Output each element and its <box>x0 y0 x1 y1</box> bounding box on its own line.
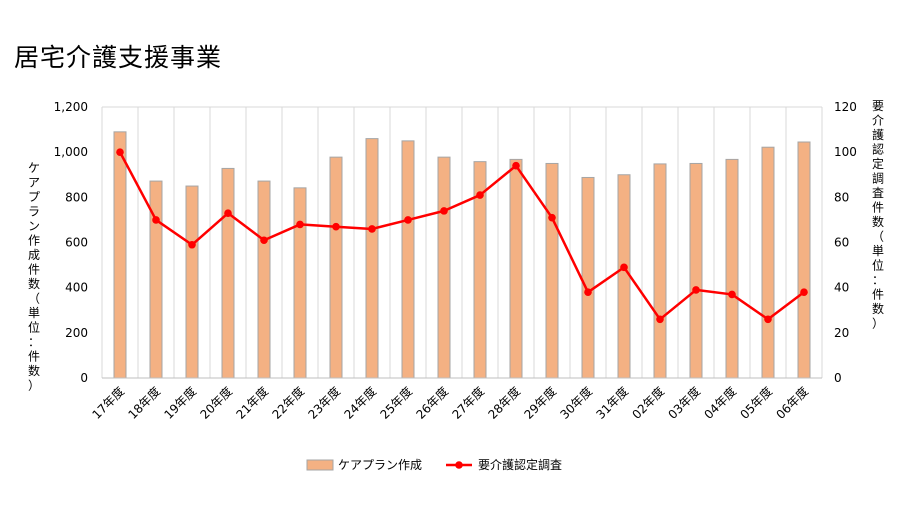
bar <box>797 141 811 379</box>
bar <box>293 187 307 379</box>
legend-bar-swatch <box>306 459 334 471</box>
right-axis-title-text: 要介護認定調査件数（単位：件数） <box>872 99 884 331</box>
legend: ケアプラン作成 要介護認定調査 <box>306 457 562 472</box>
survey-line <box>118 151 805 321</box>
survey-point <box>692 286 700 294</box>
survey-point <box>476 191 484 199</box>
bar <box>509 158 523 379</box>
survey-point <box>224 209 232 217</box>
category-label: 02年度 <box>629 384 667 422</box>
category-label: 28年度 <box>485 384 523 422</box>
right-tick-label: 120 <box>834 100 857 114</box>
bar <box>113 131 127 379</box>
survey-point <box>368 225 376 233</box>
bar <box>257 180 271 379</box>
survey-point <box>152 216 160 224</box>
right-tick-label: 0 <box>834 371 842 385</box>
survey-point <box>728 290 736 299</box>
survey-point <box>332 222 340 231</box>
left-axis-ticks: 0 200 400 600 800 1,000 1,200 <box>54 100 88 385</box>
survey-point <box>620 263 628 272</box>
legend-line-label: 要介護認定調査 <box>478 457 562 472</box>
category-label: 05年度 <box>737 384 775 422</box>
category-label: 25年度 <box>377 384 415 422</box>
bar-series-careplan <box>113 131 811 379</box>
bar <box>437 156 451 379</box>
category-label: 19年度 <box>161 384 199 422</box>
survey-point <box>440 207 448 215</box>
bar <box>401 140 415 379</box>
right-axis-ticks: 0 20 40 60 80 100 120 <box>834 100 857 385</box>
left-tick-label: 600 <box>65 236 88 250</box>
bar <box>689 162 703 379</box>
category-label: 21年度 <box>233 384 271 422</box>
line-series-survey <box>116 148 808 324</box>
category-labels: 17年度18年度19年度20年度21年度22年度23年度24年度25年度26年度… <box>89 384 811 422</box>
bar <box>617 174 631 379</box>
bar <box>761 146 775 379</box>
category-label: 23年度 <box>305 384 343 422</box>
category-label: 24年度 <box>341 384 379 422</box>
bar <box>581 176 595 379</box>
right-tick-label: 60 <box>834 236 849 250</box>
category-label: 18年度 <box>125 384 163 422</box>
category-label: 22年度 <box>269 384 307 422</box>
survey-point <box>188 240 196 249</box>
left-tick-label: 1,200 <box>54 100 88 114</box>
legend-bar-label: ケアプラン作成 <box>338 458 422 472</box>
left-tick-label: 800 <box>65 190 88 204</box>
right-axis-title: 要介護認定調査件数（単位：件数） <box>872 99 884 331</box>
right-tick-label: 40 <box>834 281 849 295</box>
category-label: 20年度 <box>197 384 235 422</box>
survey-point <box>512 161 520 170</box>
survey-point <box>404 216 412 224</box>
bar <box>329 156 343 379</box>
survey-point <box>584 288 592 296</box>
category-label: 17年度 <box>89 384 127 422</box>
survey-point <box>548 213 556 222</box>
bar <box>653 163 667 379</box>
category-label: 06年度 <box>773 384 811 422</box>
category-label: 31年度 <box>593 384 631 422</box>
category-label: 26年度 <box>413 384 451 422</box>
category-label: 29年度 <box>521 384 559 422</box>
left-axis-title-text: ケアプラン作成件数（単位：件数） <box>28 161 40 393</box>
survey-point <box>296 220 304 229</box>
left-tick-label: 1,000 <box>54 145 88 159</box>
survey-point <box>116 148 124 156</box>
bar <box>365 138 379 379</box>
bar <box>221 167 235 379</box>
bar <box>185 185 199 379</box>
category-label: 30年度 <box>557 384 595 422</box>
left-tick-label: 200 <box>65 326 88 340</box>
survey-point <box>260 236 268 245</box>
gridlines <box>101 106 823 378</box>
survey-point <box>764 315 772 324</box>
left-tick-label: 400 <box>65 281 88 295</box>
right-tick-label: 100 <box>834 145 857 159</box>
survey-point <box>656 315 664 324</box>
right-tick-label: 80 <box>834 190 849 204</box>
category-label: 03年度 <box>665 384 703 422</box>
chart-title: 居宅介護支援事業 <box>14 43 223 72</box>
survey-point <box>800 288 808 296</box>
category-label: 04年度 <box>701 384 739 422</box>
category-label: 27年度 <box>449 384 487 422</box>
left-tick-label: 0 <box>80 371 88 385</box>
left-axis-title: ケアプラン作成件数（単位：件数） <box>28 161 40 393</box>
bar <box>725 158 739 379</box>
legend-line-marker <box>455 461 463 469</box>
bar <box>545 162 559 379</box>
right-tick-label: 20 <box>834 326 849 340</box>
